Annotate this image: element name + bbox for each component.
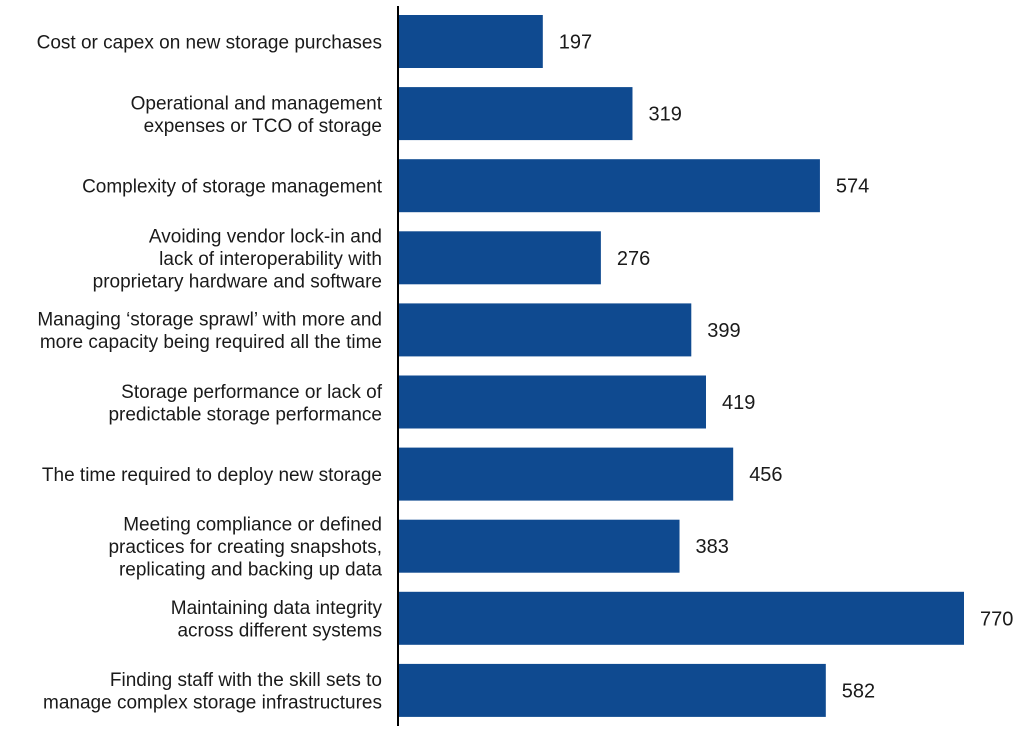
category-label: Managing ‘storage sprawl’ with more and m… [37,310,382,354]
value-label: 419 [722,392,755,414]
value-label: 319 [648,104,681,126]
category-label-line: more capacity being required all the tim… [40,332,382,353]
bars [398,15,964,717]
value-label: 770 [980,608,1013,630]
bar [398,375,706,429]
category-label: Cost or capex on new storage purchases [37,33,382,54]
category-label-line: Storage performance or lack of [121,382,383,403]
category-label: Operational and management expenses or TC… [131,93,383,137]
category-label-line: lack of interoperability with [159,249,382,270]
category-label-line: Avoiding vendor lock-in and [149,226,382,247]
category-label-line: across different systems [177,621,382,642]
value-label: 276 [617,248,650,270]
bar [398,15,543,68]
category-label-line: Cost or capex on new storage purchases [37,33,382,54]
value-labels: 197 319 574 276 399 419 456 383 770 582 [559,32,1014,703]
category-label-line: Finding staff with the skill sets to [110,670,382,691]
category-label: Meeting compliance or defined practices f… [108,515,382,581]
category-label: Storage performance or lack of predictabl… [108,382,382,426]
category-label-line: practices for creating snapshots, [108,537,382,558]
category-label-line: The time required to deploy new storage [42,465,382,486]
bar [398,303,692,357]
category-label: Finding staff with the skill sets to mana… [43,670,382,714]
value-label: 399 [707,320,740,342]
bar [398,447,734,501]
bar [398,519,680,573]
category-label-line: Maintaining data integrity [171,598,383,619]
category-label-line: predictable storage performance [108,404,382,425]
value-label: 197 [559,32,592,54]
bar [398,87,633,141]
category-label-line: Operational and management [131,93,383,114]
value-label: 383 [696,536,729,558]
category-label-line: Managing ‘storage sprawl’ with more and [37,310,382,331]
category-label-line: expenses or TCO of storage [144,116,382,137]
bar [398,663,826,717]
category-label: Avoiding vendor lock-in and lack of inter… [93,226,382,292]
category-label: Maintaining data integrity across differe… [171,598,383,642]
category-labels: Cost or capex on new storage purchases Op… [37,33,383,714]
value-label: 456 [749,464,782,486]
bar [398,159,820,213]
category-label-line: Meeting compliance or defined [123,515,382,536]
category-label-line: replicating and backing up data [119,560,382,581]
category-label-line: manage complex storage infrastructures [43,693,382,714]
category-label-line: Complexity of storage management [82,177,383,198]
bar [398,591,964,645]
bar [398,231,601,285]
value-label: 582 [842,680,875,702]
value-label: 574 [836,176,869,198]
category-label: The time required to deploy new storage [42,465,382,486]
category-label: Complexity of storage management [82,177,383,198]
category-label-line: proprietary hardware and software [93,271,382,292]
